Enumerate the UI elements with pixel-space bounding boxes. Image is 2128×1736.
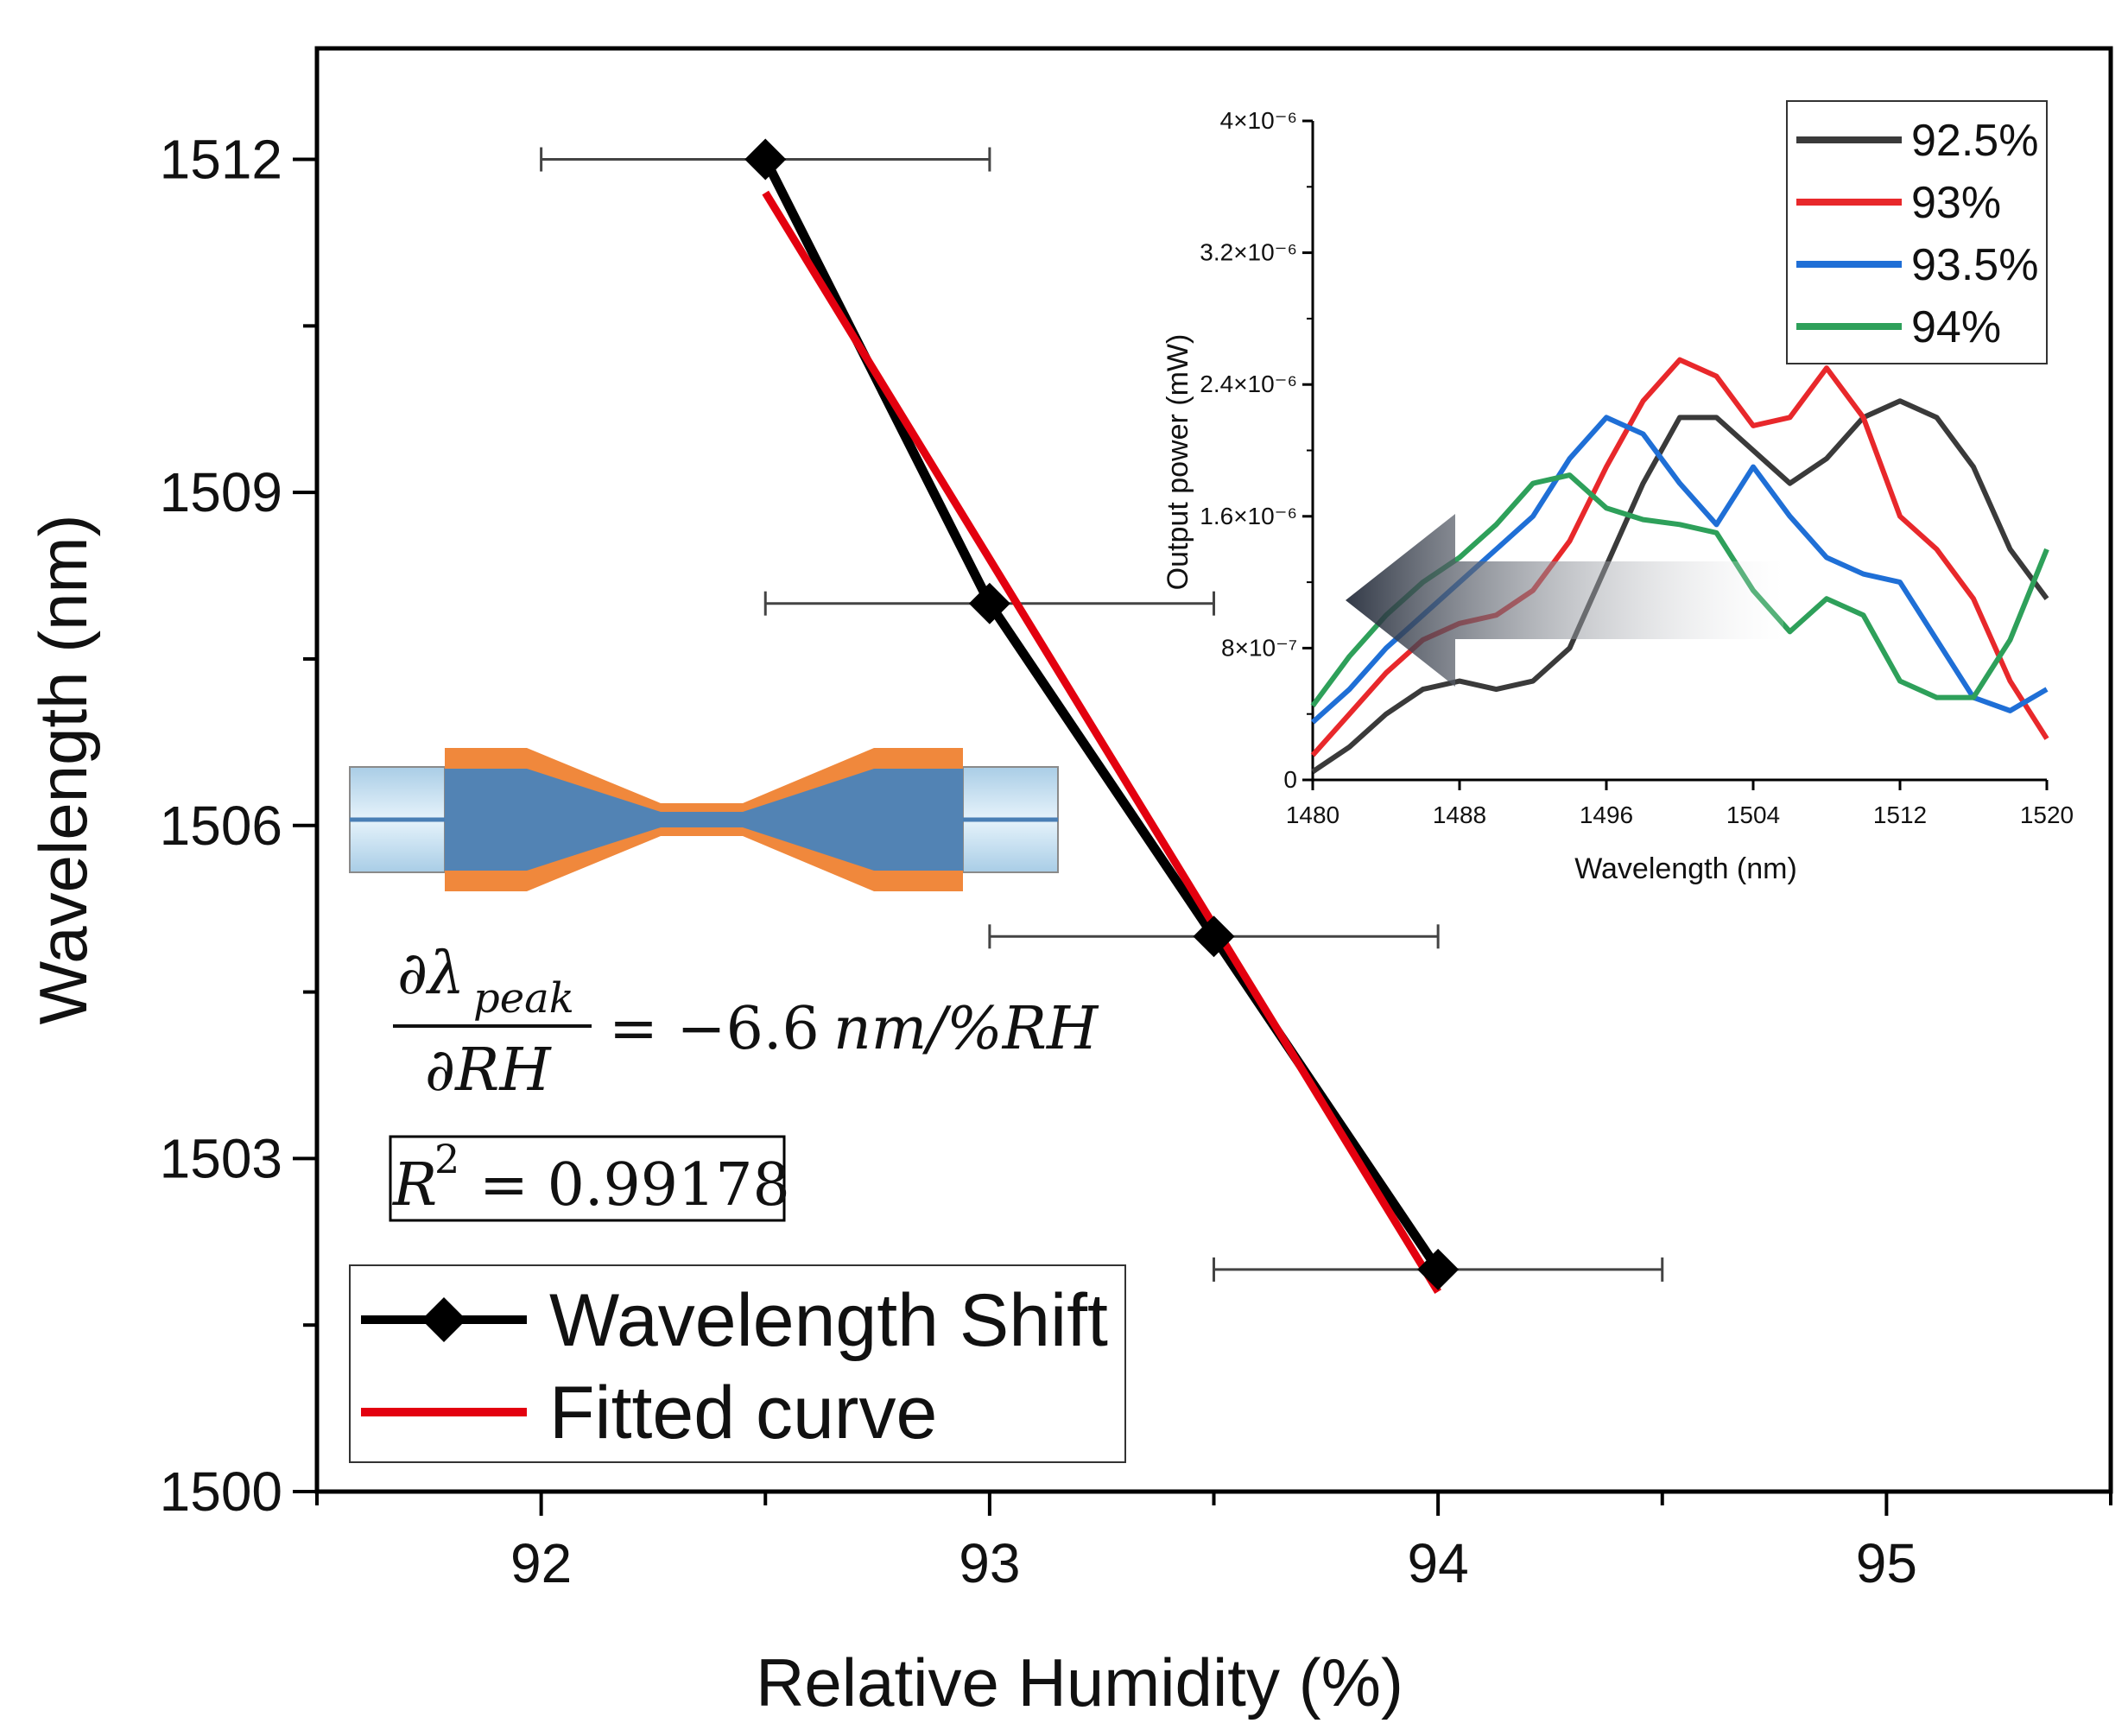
x-tick-label: 95 — [1856, 1532, 1917, 1594]
inset-legend-label-92-5: 92.5% — [1911, 116, 2038, 166]
y-tick-label: 1503 — [160, 1127, 282, 1189]
r-squared-box: R 2 = 0.99178 — [389, 1135, 790, 1222]
y-tick-label: 1506 — [160, 795, 282, 857]
inset-chart: 1480 1488 1496 1504 1512 1520 0 8×10⁻⁷ 1.6×10⁻⁶ 2… — [1162, 100, 2074, 885]
x-axis-title: Relative Humidity (%) — [756, 1644, 1403, 1720]
svg-text:= 0.99178: = 0.99178 — [479, 1151, 790, 1220]
inset-y-tick-label: 3.2×10⁻⁶ — [1200, 239, 1297, 266]
inset-x-tick-label: 1520 — [2020, 801, 2074, 828]
fiber-taper-illustration — [349, 748, 1059, 891]
inset-y-tick-label: 8×10⁻⁷ — [1221, 634, 1297, 661]
svg-text:∂λ: ∂λ — [397, 940, 465, 1008]
svg-text:peak: peak — [473, 974, 574, 1023]
y-tick-label: 1509 — [160, 461, 282, 523]
slope-equation: ∂λ peak ∂RH = −6.6 nm/%RH — [393, 940, 1099, 1105]
main-legend: Wavelength Shift Fitted curve — [349, 1264, 1126, 1463]
data-point-marker — [744, 138, 787, 181]
inset-legend-label-93-5: 93.5% — [1911, 240, 2038, 290]
inset-y-tick-label: 2.4×10⁻⁶ — [1200, 371, 1297, 397]
inset-legend: 92.5% 93% 93.5% 94% — [1786, 100, 2048, 364]
inset-legend-label-94: 94% — [1911, 302, 2001, 352]
inset-x-tick-label: 1512 — [1873, 801, 1927, 828]
data-point-marker — [968, 582, 1010, 624]
shift-arrow — [1346, 514, 1783, 687]
y-axis-title: Wavelength (nm) — [25, 515, 101, 1025]
inset-y-axis-title: Output power (mW) — [1162, 334, 1194, 591]
legend-diamond-marker — [421, 1297, 466, 1342]
x-tick-label: 93 — [959, 1532, 1020, 1594]
svg-text:2: 2 — [434, 1136, 459, 1182]
inset-y-tick-label: 0 — [1283, 766, 1297, 793]
inset-x-tick-label: 1496 — [1580, 801, 1633, 828]
y-tick-label: 1512 — [160, 129, 282, 191]
series-line-fitted-curve — [762, 190, 1441, 1294]
svg-text:R: R — [391, 1151, 437, 1220]
inset-x-tick-label: 1480 — [1286, 801, 1340, 828]
inset-y-tick-label: 4×10⁻⁶ — [1220, 107, 1297, 134]
svg-text:∂RH: ∂RH — [425, 1036, 552, 1105]
legend-label-wavelength-shift: Wavelength Shift — [549, 1279, 1108, 1362]
legend-label-fitted-curve: Fitted curve — [549, 1372, 937, 1454]
inset-x-tick-label: 1504 — [1726, 801, 1780, 828]
inset-legend-label-93: 93% — [1911, 178, 2001, 228]
series-line-wavelength-shift — [761, 157, 1442, 1272]
data-point-marker — [1417, 1248, 1460, 1290]
svg-text:= −6.6: = −6.6 — [609, 995, 820, 1063]
inset-y-tick-label: 1.6×10⁻⁶ — [1200, 503, 1297, 529]
inset-series-line-92-5 — [1311, 398, 2049, 774]
inset-x-tick-label: 1488 — [1433, 801, 1486, 828]
svg-text:nm/%RH: nm/%RH — [833, 995, 1099, 1063]
x-tick-label: 92 — [510, 1532, 572, 1594]
inset-x-axis-title: Wavelength (nm) — [1574, 852, 1797, 885]
data-point-marker — [1193, 916, 1235, 958]
y-tick-label: 1500 — [160, 1460, 282, 1523]
x-tick-label: 94 — [1408, 1532, 1469, 1594]
